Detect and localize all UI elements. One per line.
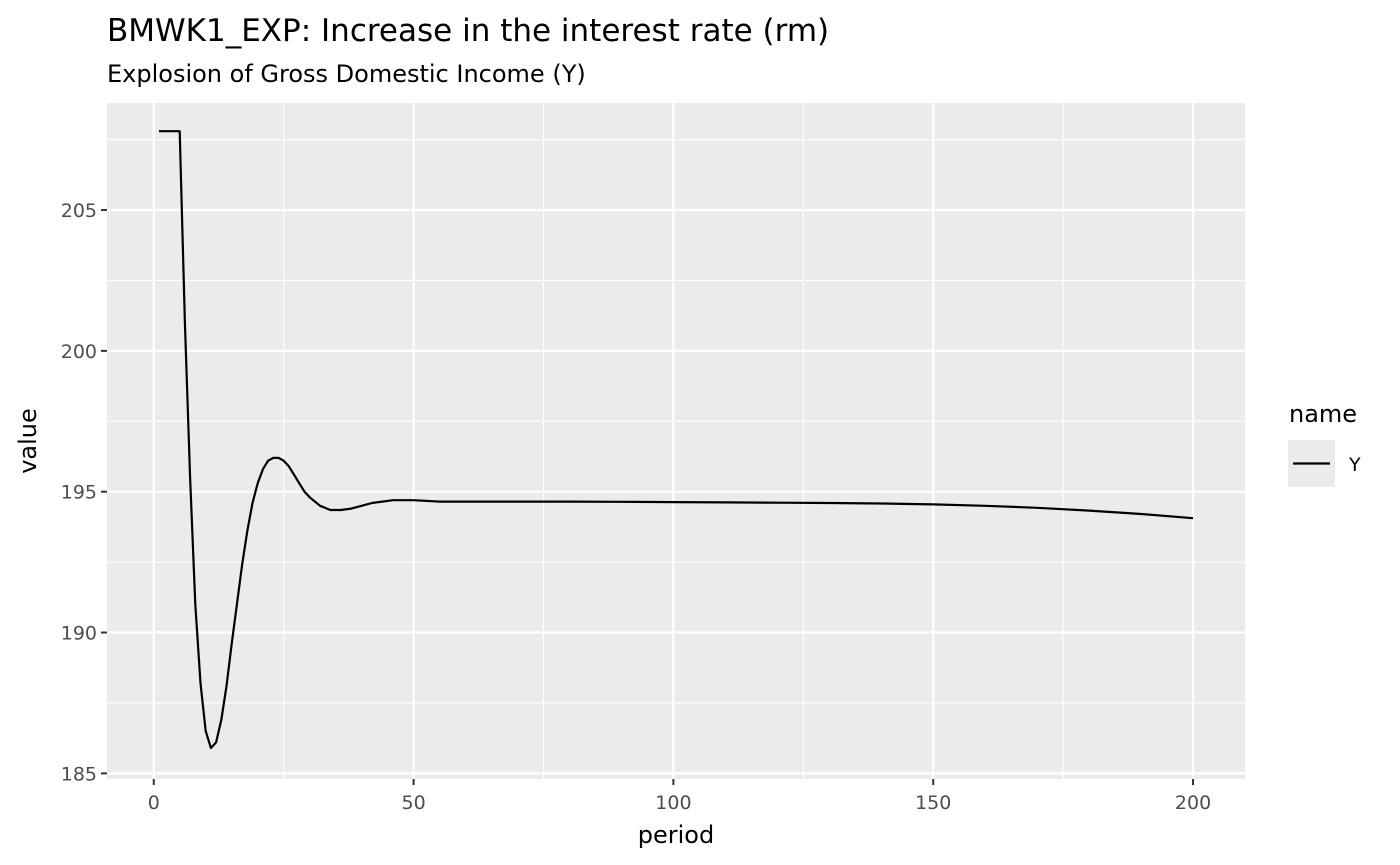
legend: name Y [1288,400,1361,487]
x-axis: 0 50 100 150 200 [148,779,1211,814]
chart-title: BMWK1_EXP: Increase in the interest rate… [107,13,829,49]
x-axis-title: period [638,821,714,849]
x-tick-label: 200 [1175,792,1211,814]
y-axis: 185 190 195 200 205 [61,200,107,785]
minor-gridlines [107,103,1245,779]
x-tick-label: 150 [915,792,951,814]
y-axis-title: value [14,408,42,474]
x-tick-label: 100 [655,792,691,814]
x-tick-label: 50 [401,792,425,814]
series-layer [159,130,1194,750]
chart-subtitle: Explosion of Gross Domestic Income (Y) [107,60,586,88]
y-tick-label: 200 [61,341,97,363]
y-tick-label: 205 [61,200,97,222]
y-tick-label: 195 [61,482,97,504]
x-tick-label: 0 [148,792,160,814]
major-gridlines [107,103,1245,779]
y-tick-label: 190 [61,623,97,645]
series-line-y [159,130,1194,750]
y-tick-label: 185 [61,763,97,785]
plot-panel [107,103,1245,779]
legend-title: name [1289,400,1357,428]
legend-label-y: Y [1348,454,1361,476]
